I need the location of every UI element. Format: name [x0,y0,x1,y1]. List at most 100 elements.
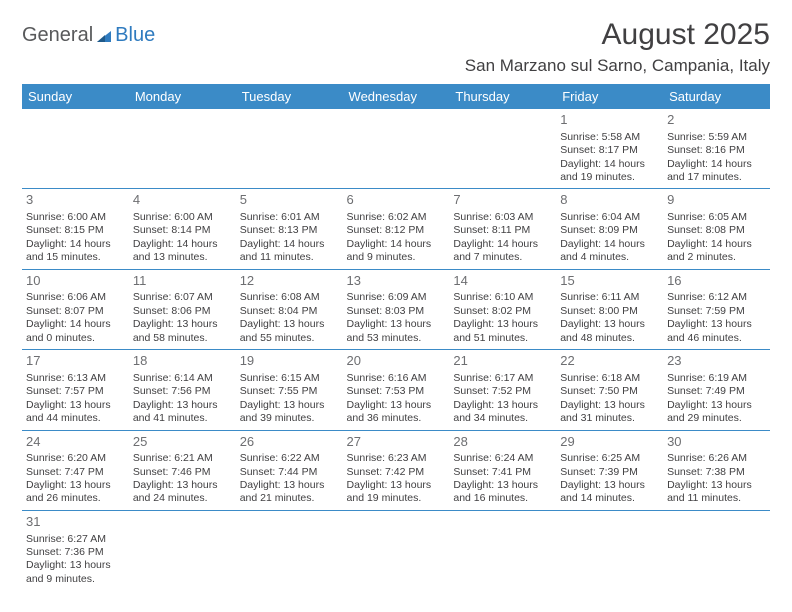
sunset-text: Sunset: 7:49 PM [667,385,766,398]
sunrise-text: Sunrise: 6:26 AM [667,452,766,465]
sunrise-text: Sunrise: 6:12 AM [667,291,766,304]
sunrise-text: Sunrise: 6:16 AM [347,372,446,385]
calendar-cell: 23 Sunrise: 6:19 AMSunset: 7:49 PMDayligh… [663,350,770,430]
daylight-text: Daylight: 14 hours and 11 minutes. [240,238,339,265]
calendar-cell: 1Sunrise: 5:58 AMSunset: 8:17 PMDaylight… [556,109,663,189]
daylight-text: Daylight: 13 hours and 44 minutes. [26,399,125,426]
sunset-text: Sunset: 7:38 PM [667,466,766,479]
calendar-cell: 25Sunrise: 6:21 AMSunset: 7:46 PMDayligh… [129,430,236,510]
sunrise-text: Sunrise: 6:15 AM [240,372,339,385]
sunset-text: Sunset: 7:57 PM [26,385,125,398]
daylight-text: Daylight: 13 hours and 36 minutes. [347,399,446,426]
calendar-cell: 3Sunrise: 6:00 AMSunset: 8:15 PMDaylight… [22,189,129,269]
calendar-cell: 6Sunrise: 6:02 AMSunset: 8:12 PMDaylight… [343,189,450,269]
sunset-text: Sunset: 7:55 PM [240,385,339,398]
day-number: 13 [347,273,446,290]
sunrise-text: Sunrise: 6:09 AM [347,291,446,304]
daylight-text: Daylight: 13 hours and 21 minutes. [240,479,339,506]
day-number: 24 [26,434,125,451]
daylight-text: Daylight: 14 hours and 0 minutes. [26,318,125,345]
col-saturday: Saturday [663,84,770,109]
calendar-cell: 19 Sunrise: 6:15 AMSunset: 7:55 PMDayligh… [236,350,343,430]
daylight-text: Daylight: 13 hours and 29 minutes. [667,399,766,426]
sunset-text: Sunset: 8:06 PM [133,305,232,318]
daylight-text: Daylight: 13 hours and 11 minutes. [667,479,766,506]
sunrise-text: Sunrise: 6:04 AM [560,211,659,224]
sunrise-text: Sunrise: 6:17 AM [453,372,552,385]
calendar-cell: 16Sunrise: 6:12 AMSunset: 7:59 PMDayligh… [663,269,770,349]
calendar-cell [22,109,129,189]
calendar-cell: 31Sunrise: 6:27 AMSunset: 7:36 PMDayligh… [22,510,129,590]
sunset-text: Sunset: 7:52 PM [453,385,552,398]
sunrise-text: Sunrise: 6:25 AM [560,452,659,465]
sunrise-text: Sunrise: 6:21 AM [133,452,232,465]
daylight-text: Daylight: 13 hours and 39 minutes. [240,399,339,426]
calendar-cell: 15Sunrise: 6:11 AMSunset: 8:00 PMDayligh… [556,269,663,349]
daylight-text: Daylight: 13 hours and 34 minutes. [453,399,552,426]
day-number: 23 [667,353,766,370]
calendar-cell: 14Sunrise: 6:10 AMSunset: 8:02 PMDayligh… [449,269,556,349]
sunrise-text: Sunrise: 6:13 AM [26,372,125,385]
daylight-text: Daylight: 13 hours and 53 minutes. [347,318,446,345]
sunset-text: Sunset: 8:02 PM [453,305,552,318]
sunrise-text: Sunrise: 6:18 AM [560,372,659,385]
logo-sail-icon [95,29,113,43]
calendar-cell: 26Sunrise: 6:22 AMSunset: 7:44 PMDayligh… [236,430,343,510]
sunrise-text: Sunrise: 6:06 AM [26,291,125,304]
calendar-cell [343,510,450,590]
calendar-cell [129,109,236,189]
sunset-text: Sunset: 7:56 PM [133,385,232,398]
sunset-text: Sunset: 8:12 PM [347,224,446,237]
daylight-text: Daylight: 14 hours and 15 minutes. [26,238,125,265]
logo: General Blue [22,24,155,47]
day-number: 8 [560,192,659,209]
sunrise-text: Sunrise: 5:58 AM [560,131,659,144]
sunset-text: Sunset: 8:03 PM [347,305,446,318]
day-number: 19 [240,353,339,370]
day-number: 30 [667,434,766,451]
calendar-cell: 4Sunrise: 6:00 AMSunset: 8:14 PMDaylight… [129,189,236,269]
title-block: August 2025 San Marzano sul Sarno, Campa… [465,18,770,76]
sunrise-text: Sunrise: 6:22 AM [240,452,339,465]
col-thursday: Thursday [449,84,556,109]
sunset-text: Sunset: 7:46 PM [133,466,232,479]
calendar-cell [449,510,556,590]
daylight-text: Daylight: 13 hours and 9 minutes. [26,559,125,586]
col-wednesday: Wednesday [343,84,450,109]
daylight-text: Daylight: 13 hours and 16 minutes. [453,479,552,506]
sunset-text: Sunset: 7:47 PM [26,466,125,479]
daylight-text: Daylight: 14 hours and 17 minutes. [667,158,766,185]
daylight-text: Daylight: 13 hours and 48 minutes. [560,318,659,345]
sunrise-text: Sunrise: 6:14 AM [133,372,232,385]
sunset-text: Sunset: 8:00 PM [560,305,659,318]
logo-text-general: General [22,24,93,47]
calendar-cell: 2Sunrise: 5:59 AMSunset: 8:16 PMDaylight… [663,109,770,189]
calendar-cell: 27Sunrise: 6:23 AMSunset: 7:42 PMDayligh… [343,430,450,510]
sunrise-text: Sunrise: 6:19 AM [667,372,766,385]
sunset-text: Sunset: 8:09 PM [560,224,659,237]
calendar-cell: 29Sunrise: 6:25 AMSunset: 7:39 PMDayligh… [556,430,663,510]
sunrise-text: Sunrise: 6:27 AM [26,533,125,546]
day-number: 5 [240,192,339,209]
sunrise-text: Sunrise: 6:23 AM [347,452,446,465]
day-number: 12 [240,273,339,290]
sunrise-text: Sunrise: 5:59 AM [667,131,766,144]
sunset-text: Sunset: 8:13 PM [240,224,339,237]
calendar-cell: 24Sunrise: 6:20 AMSunset: 7:47 PMDayligh… [22,430,129,510]
sunset-text: Sunset: 8:08 PM [667,224,766,237]
sunrise-text: Sunrise: 6:00 AM [133,211,232,224]
sunset-text: Sunset: 7:53 PM [347,385,446,398]
sunset-text: Sunset: 7:36 PM [26,546,125,559]
day-number: 11 [133,273,232,290]
sunrise-text: Sunrise: 6:08 AM [240,291,339,304]
sunset-text: Sunset: 8:07 PM [26,305,125,318]
header: General Blue August 2025 San Marzano sul… [22,18,770,76]
sunrise-text: Sunrise: 6:20 AM [26,452,125,465]
calendar-table: Sunday Monday Tuesday Wednesday Thursday… [22,84,770,590]
sunrise-text: Sunrise: 6:10 AM [453,291,552,304]
sunset-text: Sunset: 8:17 PM [560,144,659,157]
daylight-text: Daylight: 14 hours and 19 minutes. [560,158,659,185]
sunset-text: Sunset: 7:50 PM [560,385,659,398]
day-number: 26 [240,434,339,451]
calendar-cell: 22Sunrise: 6:18 AMSunset: 7:50 PMDayligh… [556,350,663,430]
